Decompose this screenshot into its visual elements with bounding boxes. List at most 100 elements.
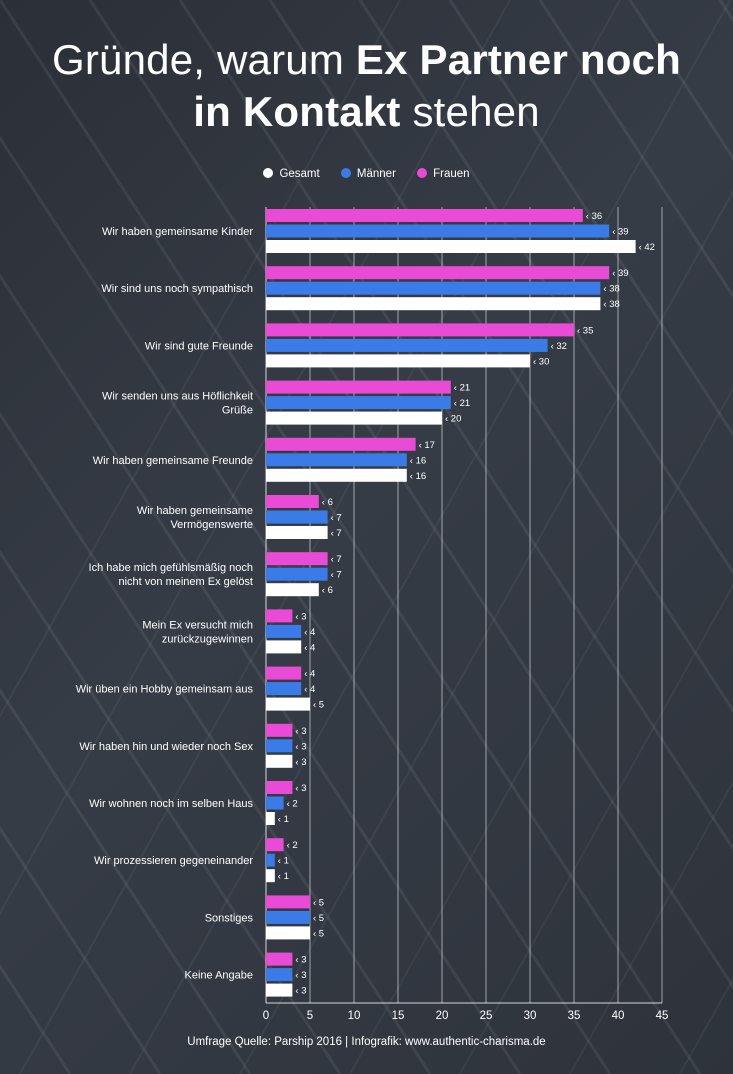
bar-männer <box>266 968 293 982</box>
category-label: Wir senden uns aus Höflichkeit Grüße <box>102 391 253 417</box>
bar-value-label: ‹ 3 <box>295 726 306 737</box>
legend-dot-gesamt <box>263 168 274 178</box>
background-line <box>0 0 610 1074</box>
category-label: Wir sind gute Freunde <box>145 340 253 352</box>
bar-value-label: ‹ 35 <box>577 325 593 336</box>
bar-gesamt <box>266 240 636 253</box>
title-bold-2: in Kontakt <box>193 88 401 135</box>
bar-männer <box>266 624 302 638</box>
background-line <box>569 780 733 1074</box>
legend-dot-maenner <box>340 168 351 178</box>
bar-frauen <box>266 380 451 394</box>
bar-gesamt <box>266 869 275 883</box>
bar-männer <box>266 682 302 696</box>
bar-frauen <box>266 723 293 737</box>
legend-label-frauen: Frauen <box>433 168 470 180</box>
bar-frauen <box>266 209 583 222</box>
bar-value-label: ‹ 2 <box>287 840 298 851</box>
bar-value-label: ‹ 21 <box>454 398 470 409</box>
bar-value-label: ‹ 39 <box>612 268 628 279</box>
bar-frauen <box>266 895 310 909</box>
bar-value-label: ‹ 36 <box>586 211 602 222</box>
bar-value-label: ‹ 38 <box>603 299 619 310</box>
category-label: Wir üben ein Hobby gemeinsam aus <box>76 684 254 696</box>
x-tick-label: 5 <box>307 1010 313 1022</box>
bar-frauen <box>266 323 574 337</box>
bar-value-label: ‹ 16 <box>410 455 426 466</box>
background-line <box>0 549 342 1074</box>
bar-value-label: ‹ 5 <box>313 928 324 939</box>
bar-value-label: ‹ 3 <box>295 611 306 622</box>
bar-value-label: ‹ 6 <box>322 497 333 508</box>
background-line <box>129 0 731 1074</box>
bar-männer <box>266 453 407 467</box>
source-note: Umfrage Quelle: Parship 2016 | Infografi… <box>187 1036 546 1048</box>
bar-value-label: ‹ 3 <box>295 955 306 966</box>
background-line <box>0 0 520 1074</box>
category-label: Wir prozessieren gegeneinander <box>94 855 253 867</box>
bar-gesamt <box>266 983 293 997</box>
bar-gesamt <box>266 697 310 711</box>
bar-männer <box>266 739 293 753</box>
bar-gesamt <box>266 583 319 597</box>
category-label: Wir wohnen noch im selben Haus <box>89 798 253 810</box>
background-line <box>268 0 733 714</box>
bar-gesamt <box>266 640 302 654</box>
chart-title: Gründe, warum Ex Partner noch in Kontakt… <box>0 34 733 138</box>
legend-item-gesamt: Gesamt <box>263 168 320 180</box>
bar-frauen <box>266 495 319 508</box>
legend: Gesamt Männer Frauen <box>0 168 733 180</box>
bar-frauen <box>266 838 284 852</box>
bar-männer <box>266 510 328 524</box>
background-line <box>0 0 400 1074</box>
bar-value-label: ‹ 7 <box>331 513 342 524</box>
title-bold-1: Ex Partner noch <box>355 36 682 83</box>
category-label: Wir haben gemeinsame Freunde <box>93 455 253 467</box>
category-label: Wir haben hin und wieder noch Sex <box>79 741 253 753</box>
x-tick-label: 15 <box>392 1010 405 1022</box>
category-label: Wir haben gemeinsame Kinder <box>102 226 253 238</box>
bar-gesamt <box>266 754 293 768</box>
bar-männer <box>266 396 451 410</box>
bar-gesamt <box>266 526 328 539</box>
x-tick-label: 25 <box>480 1010 493 1022</box>
bar-gesamt <box>266 926 310 940</box>
bar-frauen <box>266 437 416 451</box>
bar-value-label: ‹ 32 <box>551 341 567 352</box>
bar-value-label: ‹ 30 <box>533 356 549 367</box>
background-line <box>538 0 733 299</box>
category-label: Mein Ex versucht mich zurückzugewinnen <box>142 619 253 645</box>
title-part-1: Gründe, warum <box>51 36 356 83</box>
x-tick-label: 10 <box>348 1010 361 1022</box>
bar-value-label: ‹ 7 <box>331 570 342 581</box>
bar-value-label: ‹ 2 <box>287 799 298 810</box>
background-line <box>349 386 733 1074</box>
bar-value-label: ‹ 4 <box>304 684 315 695</box>
legend-label-gesamt: Gesamt <box>279 168 320 180</box>
bar-frauen <box>266 781 293 794</box>
bar-value-label: ‹ 4 <box>304 642 315 653</box>
bar-value-label: ‹ 7 <box>331 528 342 539</box>
title-part-2: stehen <box>400 88 540 135</box>
bar-frauen <box>266 266 610 280</box>
bar-value-label: ‹ 42 <box>639 242 655 253</box>
bar-frauen <box>266 609 293 623</box>
bar-gesamt <box>266 354 530 368</box>
bar-value-label: ‹ 4 <box>304 669 315 680</box>
bar-männer <box>266 338 548 352</box>
background-line <box>0 0 430 1074</box>
bar-value-label: ‹ 1 <box>278 871 289 882</box>
bar-value-label: ‹ 6 <box>322 585 333 596</box>
bar-männer <box>266 910 310 924</box>
background-line <box>448 0 733 437</box>
bar-value-label: ‹ 4 <box>304 627 315 638</box>
bar-männer <box>266 224 610 238</box>
background-line <box>0 825 162 1074</box>
category-label: Sonstiges <box>205 912 254 924</box>
category-label: Wir haben gemeinsame Vermögenswerte <box>137 505 253 531</box>
bar-männer <box>266 853 275 867</box>
bar-männer <box>266 567 328 581</box>
background-line <box>88 0 733 990</box>
bar-männer <box>266 281 601 295</box>
